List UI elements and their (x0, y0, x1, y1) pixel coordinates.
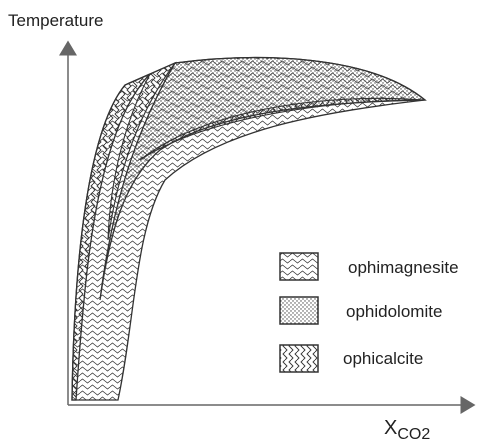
x-axis-label: XCO2 (384, 417, 430, 442)
legend-label: ophimagnesite (348, 258, 459, 277)
x-axis-label-subscript: CO2 (397, 426, 430, 442)
ophicalcite-band (139, 97, 426, 161)
y-axis-label: Temperature (8, 11, 103, 30)
legend-swatch (279, 296, 319, 325)
ophicalcite-region (71, 73, 151, 401)
legend-label: ophicalcite (343, 349, 423, 368)
legend-swatch (279, 252, 319, 281)
legend-label: ophidolomite (346, 302, 442, 321)
legend-swatch (279, 344, 319, 373)
x-axis-label-main: X (384, 417, 397, 439)
ophicalcite-band (107, 61, 177, 241)
